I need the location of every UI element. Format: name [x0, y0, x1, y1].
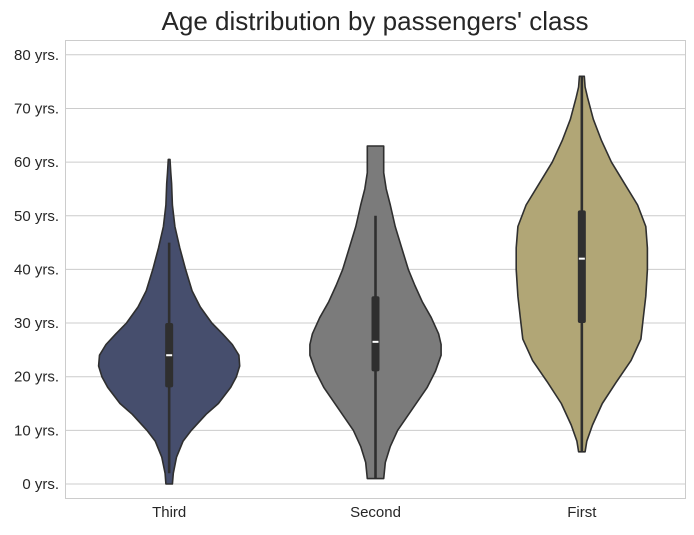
- violins: [97, 75, 649, 485]
- y-tick-label: 0 yrs.: [22, 476, 59, 493]
- y-tick-label: 80 yrs.: [14, 47, 59, 64]
- y-tick-label: 10 yrs.: [14, 422, 59, 439]
- chart-title: Age distribution by passengers' class: [162, 6, 589, 36]
- y-tick-label: 70 yrs.: [14, 100, 59, 117]
- x-tick-label: Third: [152, 504, 186, 521]
- x-tick-label: Second: [350, 504, 401, 521]
- y-tick-label: 30 yrs.: [14, 315, 59, 332]
- x-tick-label: First: [567, 504, 597, 521]
- y-axis-ticks: 0 yrs. 10 yrs. 20 yrs. 30 yrs. 40 yrs. 50 yrs…: [14, 47, 59, 493]
- y-tick-label: 60 yrs.: [14, 154, 59, 171]
- y-tick-label: 20 yrs.: [14, 369, 59, 386]
- iqr-box-first: [577, 210, 586, 324]
- iqr-box-second: [371, 296, 380, 372]
- y-tick-label: 50 yrs.: [14, 208, 59, 225]
- y-tick-label: 40 yrs.: [14, 261, 59, 278]
- x-axis-ticks: Third Second First: [152, 504, 597, 521]
